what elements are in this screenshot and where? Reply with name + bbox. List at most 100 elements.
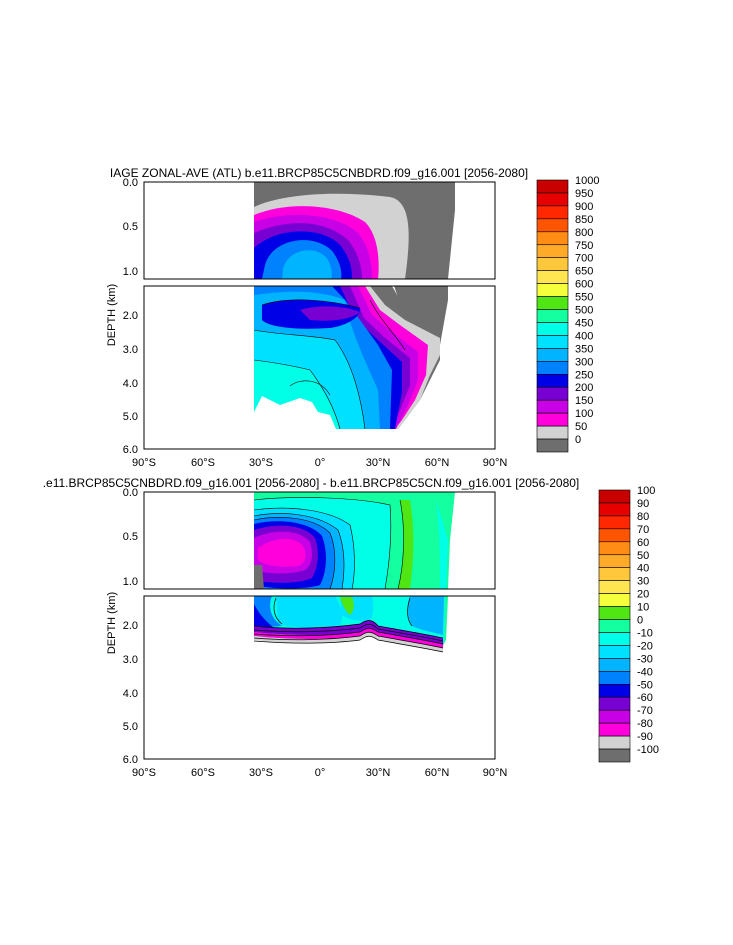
colorbar-label: 30 [637,576,649,588]
x-tick-label: 30°N [366,457,391,469]
colorbar-swatch [598,709,631,724]
colorbar-swatch [536,348,569,362]
y-tick-label: 2.0 [123,310,138,322]
colorbar-swatch [598,515,631,530]
colorbar-label: 300 [575,356,593,368]
y-tick-label: 1.0 [123,576,138,588]
panel-2-lower-contours [253,597,444,653]
colorbar-label: 100 [637,485,655,497]
colorbar-swatch [598,554,631,569]
panel-1-lower-field [254,286,448,429]
colorbar-label: 0 [637,615,643,627]
colorbar-label: -10 [637,627,653,639]
y-tick-label: 4.0 [123,688,138,700]
y-tick-label: 1.0 [123,266,138,278]
colorbar-label: 800 [575,227,593,239]
colorbar-swatch [598,528,631,543]
colorbar-label: -100 [637,744,659,756]
panel-1-upper-field [254,182,455,279]
colorbar-swatch [598,696,631,711]
colorbar-label: -80 [637,718,653,730]
y-tick-label: 2.0 [123,620,138,632]
colorbar-label: -60 [637,692,653,704]
colorbar-swatch [536,309,569,323]
colorbar-swatch [598,632,631,646]
colorbar-swatch [536,244,569,259]
panel-1-ylabel: DEPTH (km) [106,284,118,346]
colorbar-swatch [598,593,631,607]
colorbar-swatch [536,399,569,414]
colorbar-label: 60 [637,537,649,549]
colorbar-swatch [536,257,569,271]
colorbar-swatch [536,335,569,349]
colorbar-label: 50 [575,421,587,433]
y-tick-label: 4.0 [123,378,138,390]
panel-2-upper-field [254,492,455,589]
colorbar-swatch [536,412,569,427]
colorbar-label: 20 [637,589,649,601]
x-tick-label: 90°S [132,767,156,779]
panel-2-ylabel: DEPTH (km) [106,592,118,654]
colorbar-swatch [598,722,631,737]
y-tick-label: 0.5 [123,531,138,543]
colorbar-label: 250 [575,369,593,381]
colorbar-label: 100 [575,408,593,420]
y-tick-label: 0.0 [123,177,138,189]
colorbar-label: 500 [575,305,593,317]
y-tick-label: 5.0 [123,721,138,733]
colorbar-label: 350 [575,343,593,355]
colorbar-swatch [536,270,569,284]
colorbar-label: 80 [637,511,649,523]
colorbar-swatch [536,438,569,453]
x-tick-label: 60°N [425,457,450,469]
colorbar-swatch [598,748,631,763]
y-tick-label: 6.0 [123,754,138,766]
colorbar-label: 600 [575,279,593,291]
panel-2-upper-frame [143,491,496,590]
x-tick-label: 90°N [483,457,508,469]
colorbar-swatch [536,296,569,310]
colorbar-label: 40 [637,563,649,575]
panel-2-lower-frame [143,595,496,760]
y-tick-label: 3.0 [123,344,138,356]
colorbar-label: 750 [575,240,593,252]
panel-2-lower-field [254,596,448,652]
colorbar-swatch [536,386,569,401]
colorbar-label: 70 [637,524,649,536]
colorbar-swatch [598,619,631,633]
colorbar-label: 450 [575,317,593,329]
panel-2: .e11.BRCP85C5CNBDRD.f09_g16.001 [2056-20… [43,476,659,779]
colorbar-label: 950 [575,188,593,200]
colorbar-label: 900 [575,201,593,213]
colorbar-swatch [536,361,569,375]
x-tick-label: 60°S [191,767,215,779]
panel-1-contours [253,299,406,430]
colorbar-label: -90 [637,731,653,743]
colorbar-swatch [598,489,631,504]
colorbar-label: 700 [575,253,593,265]
colorbar-swatch [536,322,569,336]
colorbar-swatch [536,231,569,246]
colorbar-label: -20 [637,640,653,652]
panel-1: IAGE ZONAL-AVE (ATL) b.e11.BRCP85C5CNBDR… [106,166,599,469]
colorbar-swatch [536,192,569,207]
colorbar-swatch [598,683,631,698]
x-tick-label: 90°N [483,767,508,779]
x-tick-label: 90°S [132,457,156,469]
colorbar-swatch [598,580,631,594]
colorbar-label: 10 [637,602,649,614]
colorbar-label: 0 [575,434,581,446]
colorbar-label: -40 [637,666,653,678]
colorbar-label: 650 [575,266,593,278]
colorbar-swatch [598,658,631,672]
y-tick-label: 0.0 [123,487,138,499]
colorbar-swatch [536,205,569,220]
colorbar-swatch [536,373,569,388]
colorbar-label: 550 [575,292,593,304]
colorbar-label: 90 [637,498,649,510]
panel-2-colorbar: 1009080706050403020100-10-20-30-40-50-60… [598,485,659,763]
panel-2-upper-contours [253,497,404,589]
panel-1-x-ticks: 90°S 60°S 30°S 0° 30°N 60°N 90°N [132,457,507,469]
colorbar-label: 850 [575,214,593,226]
